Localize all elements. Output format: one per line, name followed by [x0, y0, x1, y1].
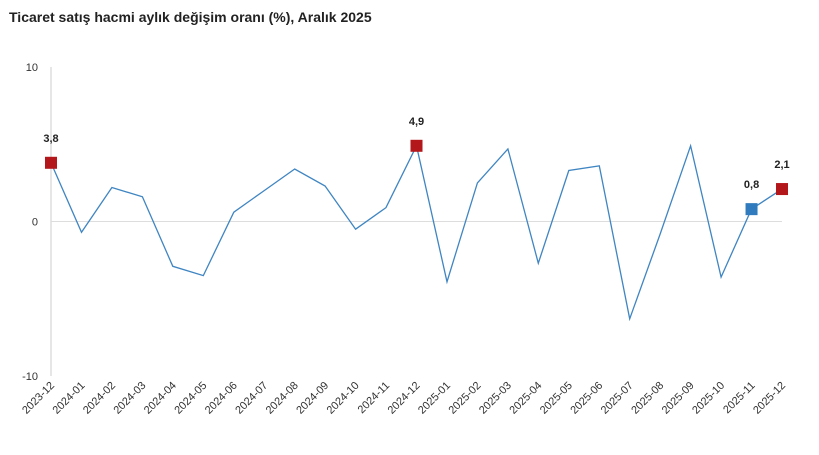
x-tick-label: 2024-06	[203, 380, 240, 417]
x-tick-label: 2024-05	[172, 380, 209, 417]
x-tick-label: 2025-01	[416, 380, 453, 417]
x-tick-label: 2024-01	[51, 380, 88, 417]
series-line	[50, 143, 783, 322]
x-tick-label: 2025-10	[690, 380, 727, 417]
x-tick-label: 2024-03	[111, 380, 148, 417]
x-tick-label: 2024-08	[264, 380, 301, 417]
series-line-group	[50, 143, 783, 322]
x-tick-label: 2025-06	[568, 380, 605, 417]
point-marker[interactable]	[410, 139, 423, 152]
x-tick-label: 2024-10	[325, 380, 362, 417]
marker-group	[45, 139, 788, 216]
y-tick-label: 10	[26, 62, 38, 74]
chart-title: Ticaret satış hacmi aylık değişim oranı …	[9, 9, 372, 25]
data-label: 2,1	[774, 159, 789, 171]
axes: 100-102023-122024-012024-022024-032024-0…	[20, 62, 788, 417]
y-tick-label: -10	[22, 371, 38, 383]
x-tick-label: 2024-02	[81, 380, 118, 417]
x-tick-label: 2025-03	[477, 380, 514, 417]
x-tick-label: 2025-02	[447, 380, 484, 417]
x-tick-label: 2025-09	[660, 380, 697, 417]
data-label: 0,8	[744, 179, 759, 191]
x-tick-label: 2025-07	[599, 380, 636, 417]
point-marker[interactable]	[776, 183, 788, 196]
x-tick-label: 2024-04	[142, 380, 179, 417]
x-tick-label: 2024-07	[233, 380, 270, 417]
x-tick-label: 2024-09	[294, 380, 331, 417]
x-tick-label: 2025-08	[629, 380, 666, 417]
x-tick-label: 2025-12	[751, 380, 788, 417]
point-marker[interactable]	[45, 156, 57, 169]
x-tick-label: 2023-12	[20, 380, 57, 417]
point-marker[interactable]	[745, 203, 758, 216]
x-tick-label: 2024-12	[386, 380, 423, 417]
data-label-group: 3,8 4,9 0,8 2,1	[43, 116, 789, 191]
x-tick-label: 2025-05	[538, 380, 575, 417]
x-tick-label: 2025-04	[507, 380, 544, 417]
data-label: 3,8	[43, 133, 58, 145]
y-tick-label: 0	[32, 217, 38, 229]
data-label: 4,9	[409, 116, 424, 128]
